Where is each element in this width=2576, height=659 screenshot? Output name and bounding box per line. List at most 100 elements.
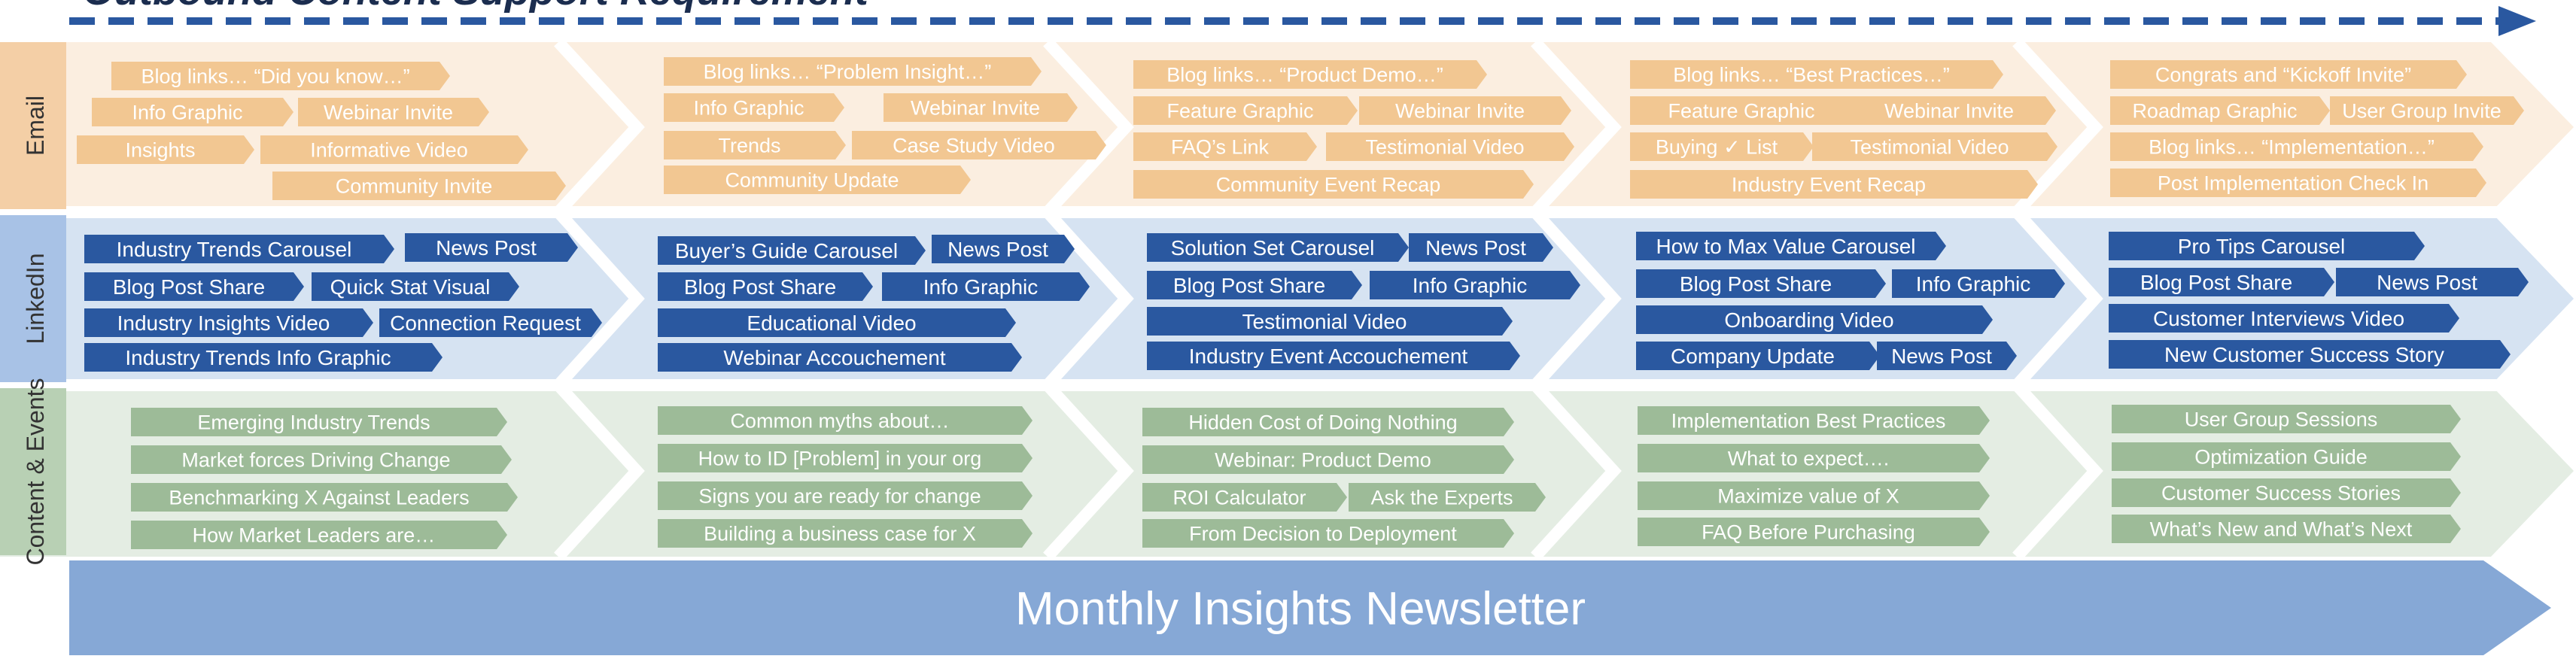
linkedin-tag-label: Onboarding Video [1724, 308, 1893, 332]
content-tag-label: Common myths about… [730, 410, 949, 433]
content-tag-label: Customer Success Stories [2161, 482, 2401, 505]
email-tag-label: Webinar Invite [324, 102, 453, 124]
content-tag-label: From Decision to Deployment [1189, 523, 1457, 545]
content-tag-label: Market forces Driving Change [181, 449, 450, 472]
linkedin-tag: Company Update [1636, 342, 1880, 370]
linkedin-tag: Info Graphic [1892, 269, 2065, 298]
email-tag: Case Study Video [852, 131, 1106, 159]
content-tags: Blog links… “Did you know…” Info Graphic W… [77, 57, 2529, 549]
linkedin-tag: Info Graphic [882, 272, 1090, 301]
linkedin-tag-label: News Post [1891, 345, 1992, 368]
linkedin-row-label: LinkedIn [22, 254, 49, 345]
email-tag-shape [1359, 96, 1571, 125]
email-tag: Post Implementation Check In [2110, 169, 2486, 197]
email-tag-shape [1133, 132, 1317, 161]
linkedin-tag-label: Info Graphic [1413, 274, 1528, 297]
linkedin-tag-label: Blog Post Share [1173, 274, 1325, 297]
email-tag: Community Update [664, 166, 971, 194]
linkedin-tag-label: Blog Post Share [684, 275, 836, 299]
linkedin-tag-shape [2109, 304, 2459, 333]
newsletter-label: Monthly Insights Newsletter [1015, 583, 1586, 635]
email-tag-label: Case Study Video [893, 135, 1055, 157]
content-tag-shape [1142, 445, 1514, 474]
linkedin-tag-shape [1147, 307, 1513, 336]
linkedin-tag-shape [1892, 269, 2065, 298]
content-tag-shape [131, 445, 512, 474]
linkedin-tag-label: Solution Set Carousel [1171, 236, 1375, 260]
email-row-label-box [0, 42, 66, 209]
linkedin-tag: Blog Post Share [2109, 268, 2334, 296]
content-tag: How to ID [Problem] in your org [658, 444, 1033, 472]
content-tag-label: How Market Leaders are… [193, 524, 436, 547]
content-tag: Market forces Driving Change [131, 445, 512, 474]
linkedin-tag: Blog Post Share [658, 272, 873, 301]
linkedin-tag-label: Industry Trends Info Graphic [125, 346, 391, 369]
email-tag-label: Testimonial Video [1850, 136, 2009, 159]
content-tag: Webinar: Product Demo [1142, 445, 1514, 474]
linkedin-tag-label: Blog Post Share [2140, 271, 2292, 294]
linkedin-tag: News Post [1877, 342, 2017, 370]
email-tag: Info Graphic [664, 93, 844, 122]
linkedin-tag-shape [1370, 271, 1580, 299]
linkedin-tag-label: Blog Post Share [113, 275, 265, 299]
linkedin-tag: News Post [1409, 233, 1553, 262]
email-tag-label: Info Graphic [132, 102, 242, 124]
content-tag-shape [1142, 408, 1514, 436]
email-tag-shape [1630, 96, 1863, 125]
email-tag-label: Blog links… “Implementation…” [2149, 136, 2435, 159]
linkedin-tag: Webinar Accouchement [658, 343, 1022, 372]
content-tag-shape [658, 481, 1033, 510]
email-tag: Industry Event Recap [1630, 170, 2038, 199]
linkedin-tag: Onboarding Video [1636, 305, 1993, 334]
linkedin-tag-shape [2109, 232, 2425, 260]
email-tag-label: Webinar Invite [1884, 100, 2014, 123]
email-tag: Blog links… “Problem Insight…” [664, 57, 1042, 86]
linkedin-tag-shape [1147, 271, 1362, 299]
timeline-dashed-arrow [69, 6, 2536, 36]
email-tag-shape [1133, 170, 1534, 199]
email-tag-label: Industry Event Recap [1732, 174, 1926, 196]
content-tag: Ask the Experts [1349, 483, 1546, 512]
email-tag: Blog links… “Best Practices…” [1630, 60, 2003, 89]
linkedin-tag-label: Industry Event Accouchement [1189, 345, 1468, 368]
content-tag-shape [1142, 483, 1347, 512]
linkedin-tag-shape [379, 308, 602, 337]
email-tag: Roadmap Graphic [2110, 96, 2330, 125]
email-tag-shape [77, 135, 254, 164]
content-tag-shape [1638, 444, 1990, 472]
email-tag: Community Invite [272, 172, 566, 200]
row-end-chevron [2491, 42, 2576, 557]
content-tag-shape [658, 444, 1033, 472]
email-tag-label: Webinar Invite [911, 97, 1040, 120]
linkedin-tag-shape [932, 235, 1075, 263]
linkedin-tag-label: New Customer Success Story [2164, 343, 2444, 366]
content-tag-label: Optimization Guide [2194, 446, 2368, 469]
content-tag-shape [658, 406, 1033, 435]
linkedin-tag-shape [658, 343, 1022, 372]
linkedin-tag: Solution Set Carousel [1147, 233, 1409, 262]
email-tag-label: Roadmap Graphic [2132, 100, 2297, 123]
email-tag-label: FAQ’s Link [1171, 136, 1270, 159]
email-tag-label: Feature Graphic [1668, 100, 1814, 123]
content-tag: Building a business case for X [658, 519, 1033, 548]
content-tag-shape [2112, 515, 2461, 543]
email-tag-shape [852, 131, 1106, 159]
email-tag: Webinar Invite [1853, 96, 2056, 125]
linkedin-tag-shape [1636, 269, 1886, 298]
linkedin-tag: News Post [932, 235, 1075, 263]
linkedin-tag-shape [882, 272, 1090, 301]
content-tag: FAQ Before Purchasing [1638, 518, 1990, 546]
email-tag-shape [1630, 132, 1814, 161]
email-tag: Webinar Invite [1359, 96, 1571, 125]
content-tag: What’s New and What’s Next [2112, 515, 2461, 543]
content-row-label: Content & Events [22, 378, 49, 565]
linkedin-tag-label: News Post [2377, 271, 2477, 294]
linkedin-tag: Quick Stat Visual [312, 272, 519, 301]
content-tag-label: Emerging Industry Trends [197, 411, 430, 434]
linkedin-tag-shape [1409, 233, 1553, 262]
linkedin-tag-shape [84, 308, 373, 337]
email-tag-shape [2110, 60, 2467, 89]
email-tag-label: Webinar Invite [1395, 100, 1525, 123]
linkedin-tag-label: Educational Video [747, 311, 916, 335]
